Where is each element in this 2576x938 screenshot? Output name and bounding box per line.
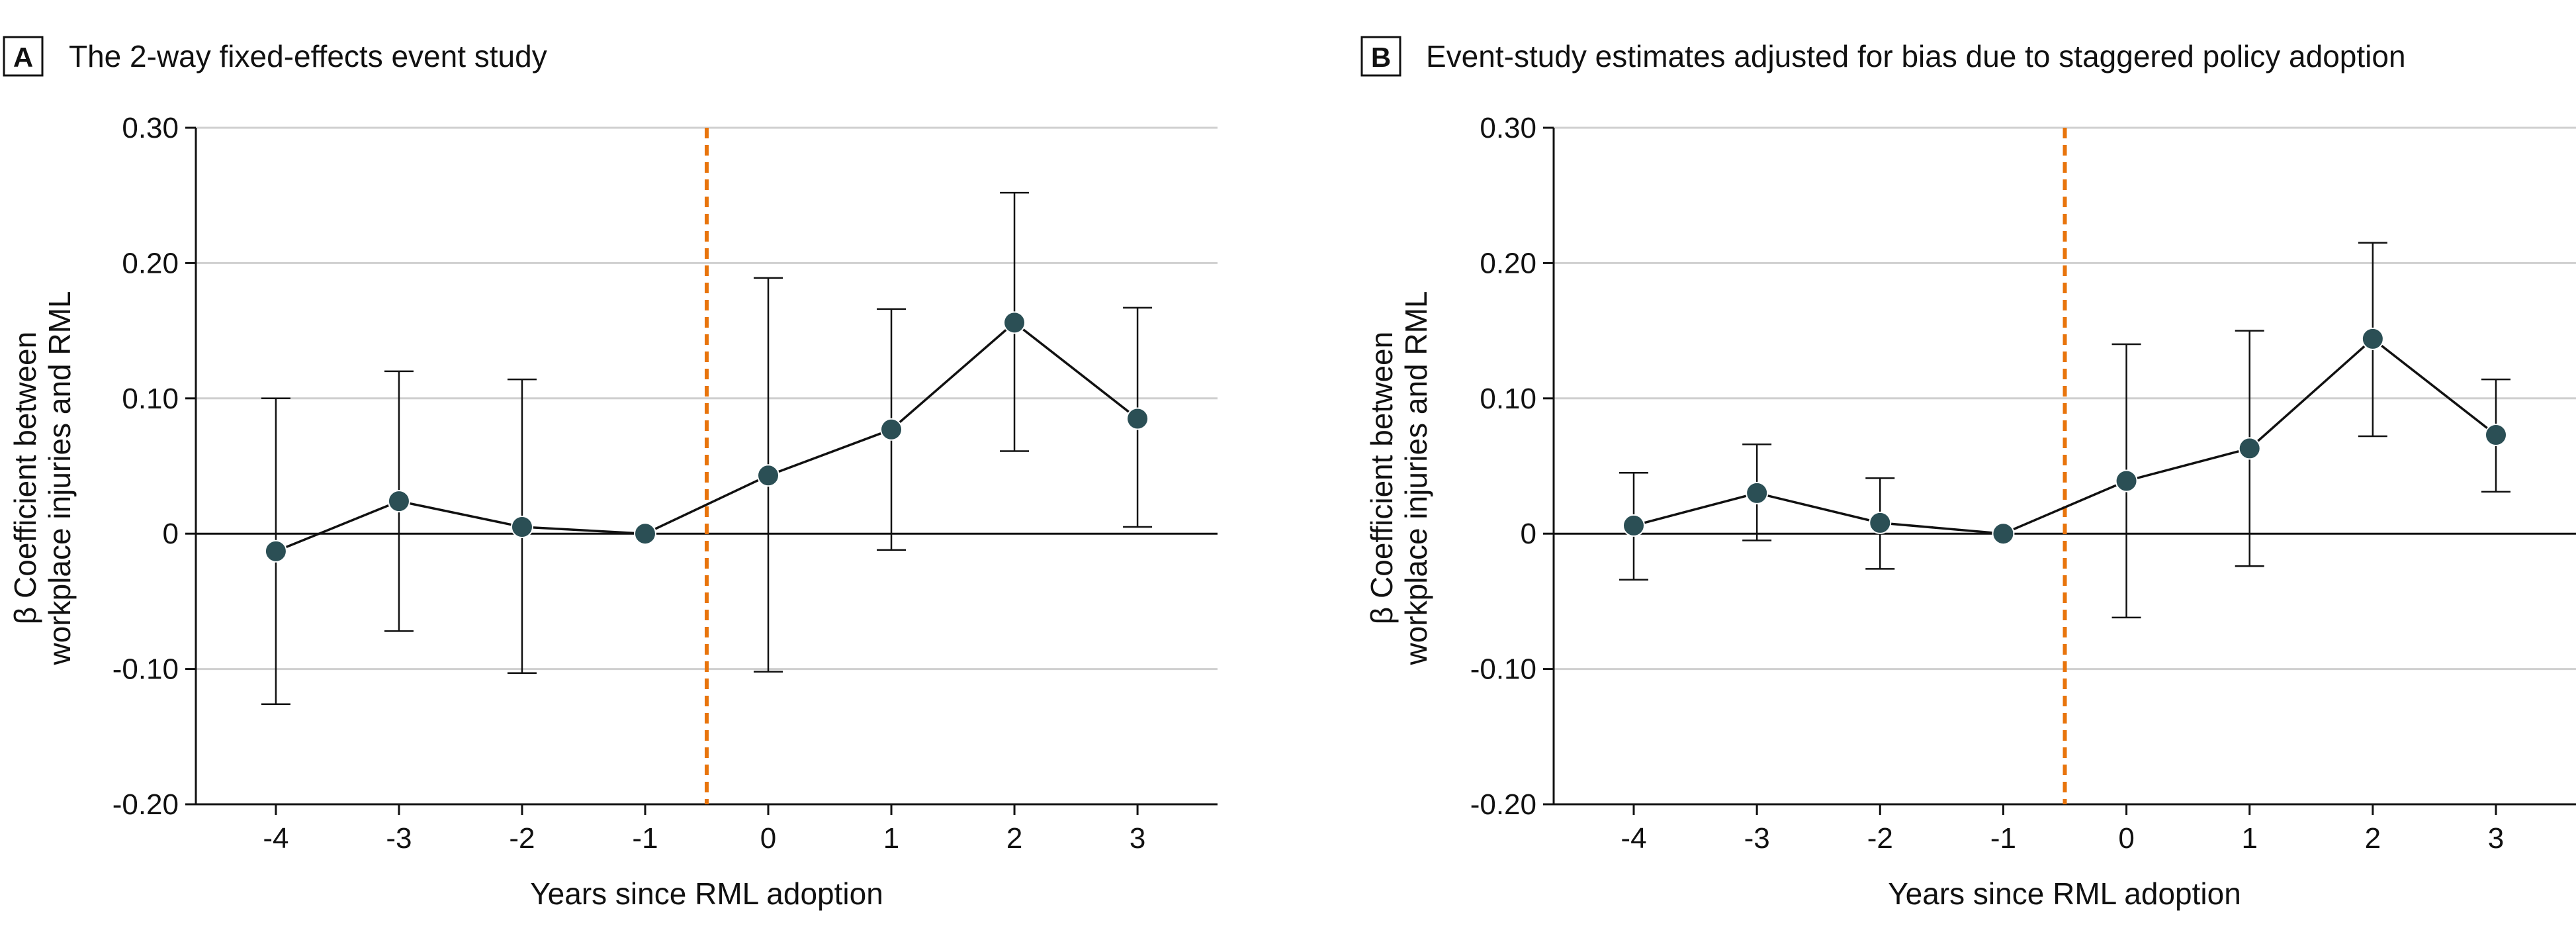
panel-b-data-point bbox=[2238, 437, 2261, 460]
panel-a-data-point bbox=[880, 418, 903, 441]
panel-a-x-axis-label: Years since RML adoption bbox=[530, 876, 883, 911]
panel-b-x-tick-label: 3 bbox=[2488, 822, 2504, 855]
panel-b-x-tick-label: 0 bbox=[2118, 822, 2134, 855]
panel-a-data-point bbox=[387, 490, 410, 513]
panel-a-x-tick-label: 3 bbox=[1130, 822, 1145, 855]
panel-b-x-tick-label: -2 bbox=[1867, 822, 1893, 855]
panel-b-y-axis-label-line2: workplace injuries and RML bbox=[1399, 291, 1433, 665]
panel-b-data-point bbox=[1746, 481, 1769, 504]
panel-a: A The 2-way fixed-effects event study β … bbox=[3, 36, 1218, 911]
panel-a-data-point bbox=[1003, 311, 1026, 334]
panel-b-data-point bbox=[1622, 514, 1645, 537]
panel-b-y-tick-label: -0.10 bbox=[1470, 653, 1536, 686]
panel-a-data-point bbox=[757, 464, 780, 487]
panel-b: B Event-study estimates adjusted for bia… bbox=[1360, 36, 2576, 911]
panel-b-x-tick-label: -1 bbox=[1990, 822, 2016, 855]
panel-a-data-point bbox=[633, 522, 656, 545]
panel-b-y-tick-label: 0.10 bbox=[1480, 383, 1536, 415]
panel-a-y-tick-label: -0.10 bbox=[112, 653, 179, 686]
panel-a-y-axis-label-line1: β Coefficient between bbox=[8, 332, 42, 624]
panel-b-x-axis-label: Years since RML adoption bbox=[1888, 876, 2241, 911]
panel-b-badge: B bbox=[1371, 42, 1391, 73]
panel-a-x-tick-label: 0 bbox=[760, 822, 776, 855]
panel-a-y-tick-label: 0.20 bbox=[122, 247, 179, 279]
panel-a-data-point bbox=[510, 515, 533, 538]
panel-a-title: The 2-way fixed-effects event study bbox=[69, 39, 547, 73]
panel-a-x-tick-label: 2 bbox=[1006, 822, 1022, 855]
panel-a-plot-area: -0.20 -0.10 0 0.10 0.20 0.30 -4 -3 -2 -1 0 1 2 3 bbox=[112, 112, 1218, 855]
panel-b-y-tick-label: 0 bbox=[1521, 518, 1536, 550]
panel-b-x-tick-label: -3 bbox=[1744, 822, 1770, 855]
panel-a-x-tick-label: -2 bbox=[509, 822, 535, 855]
panel-a-y-tick-label: 0.10 bbox=[122, 383, 179, 415]
panel-a-badge-box bbox=[3, 36, 44, 77]
panel-a-data-point bbox=[1126, 407, 1149, 430]
panel-b-series-line bbox=[1633, 337, 2497, 535]
panel-a-data-point bbox=[264, 539, 287, 563]
panel-b-y-axis-label-line1: β Coefficient between bbox=[1364, 332, 1399, 624]
panel-a-series-line bbox=[275, 321, 1139, 553]
panel-b-x-tick-label: -4 bbox=[1621, 822, 1646, 855]
panel-a-x-tick-label: -4 bbox=[263, 822, 289, 855]
panel-a-x-tick-label: -1 bbox=[632, 822, 658, 855]
panel-a-badge: A bbox=[13, 42, 33, 73]
panel-b-data-point bbox=[2361, 327, 2384, 350]
panel-b-badge-box bbox=[1360, 36, 1401, 77]
panel-b-data-point bbox=[2115, 469, 2138, 492]
panel-b-title: Event-study estimates adjusted for bias … bbox=[1426, 39, 2406, 73]
panel-b-x-tick-label: 2 bbox=[2365, 822, 2381, 855]
panel-a-y-tick-label: 0 bbox=[163, 518, 179, 550]
panel-b-plot-area: -0.20 -0.10 0 0.10 0.20 0.30 -4 -3 -2 -1 0 1 2 3 bbox=[1470, 112, 2576, 855]
panel-a-x-tick-label: -3 bbox=[386, 822, 412, 855]
panel-b-y-axis-label: β Coefficient between workplace injuries… bbox=[1364, 291, 1433, 665]
panel-a-y-axis-label-line2: workplace injuries and RML bbox=[42, 291, 77, 665]
panel-b-x-tick-label: 1 bbox=[2241, 822, 2257, 855]
panel-b-data-point bbox=[1992, 522, 2015, 545]
panel-b-data-point bbox=[2485, 423, 2508, 446]
panel-a-y-tick-label: -0.20 bbox=[112, 788, 179, 821]
panel-a-y-tick-label: 0.30 bbox=[122, 112, 179, 144]
panel-b-y-tick-label: 0.20 bbox=[1480, 247, 1536, 279]
panel-b-data-point bbox=[1869, 511, 1892, 534]
panel-a-x-tick-label: 1 bbox=[883, 822, 899, 855]
panel-b-y-tick-label: 0.30 bbox=[1480, 112, 1536, 144]
panel-b-y-tick-label: -0.20 bbox=[1470, 788, 1536, 821]
panel-a-y-axis-label: β Coefficient between workplace injuries… bbox=[8, 291, 77, 665]
